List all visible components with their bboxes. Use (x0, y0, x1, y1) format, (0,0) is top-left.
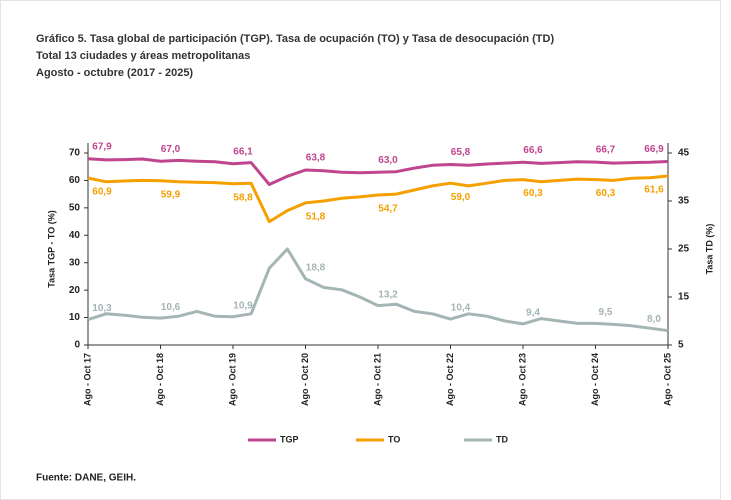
data-label: 60,3 (596, 188, 616, 199)
legend-label: TO (388, 434, 400, 444)
chart-subtitle: Agosto - octubre (2017 - 2025) (36, 67, 193, 79)
data-label: 60,9 (92, 187, 112, 198)
data-label: 54,7 (378, 204, 398, 215)
y2-axis-label: Tasa TD (%) (704, 224, 714, 275)
legend-label: TD (496, 434, 508, 444)
y2-tick-label: 35 (678, 196, 690, 207)
y2-tick-label: 15 (678, 292, 690, 303)
series-line (87, 174, 669, 224)
chart-subtitle: Total 13 ciudades y áreas metropolitanas (36, 50, 250, 62)
data-label: 66,7 (596, 145, 616, 156)
y-tick-label: 50 (69, 202, 81, 213)
y-tick-label: 20 (69, 285, 81, 296)
y-tick-label: 10 (69, 312, 81, 323)
y-tick-label: 60 (69, 175, 81, 186)
data-label: 58,8 (233, 192, 253, 203)
data-label: 59,0 (451, 192, 471, 203)
y-tick-label: 0 (74, 340, 80, 351)
x-tick-label: Ago - Oct 20 (300, 353, 310, 406)
x-tick-label: Ago - Oct 19 (227, 353, 237, 406)
data-label: 13,2 (378, 289, 398, 300)
data-label: 66,6 (523, 145, 543, 156)
data-label: 59,9 (161, 189, 181, 200)
y2-tick-label: 25 (678, 244, 690, 255)
x-tick-label: Ago - Oct 24 (590, 353, 600, 406)
x-tick-label: Ago - Oct 17 (82, 353, 92, 406)
data-label: 18,8 (306, 262, 326, 273)
data-label: 67,9 (92, 141, 112, 152)
data-label: 9,5 (599, 307, 613, 318)
data-label: 61,6 (644, 185, 664, 196)
data-label: 63,0 (378, 155, 398, 166)
data-label: 8,0 (647, 314, 661, 325)
y2-tick-label: 45 (678, 148, 690, 159)
y-tick-label: 30 (69, 257, 81, 268)
data-label: 63,8 (306, 153, 326, 164)
y-tick-label: 70 (69, 148, 81, 159)
legend-label: TGP (280, 434, 299, 444)
data-label: 51,8 (306, 212, 326, 223)
series-line (87, 157, 669, 186)
x-tick-label: Ago - Oct 21 (372, 353, 382, 406)
data-label: 66,9 (644, 144, 664, 155)
data-label: 67,0 (161, 144, 181, 155)
source: Fuente: DANE, GEIH. (36, 473, 136, 484)
y-tick-label: 40 (69, 230, 81, 241)
y2-tick-label: 5 (678, 340, 684, 351)
x-tick-label: Ago - Oct 23 (517, 353, 527, 406)
y-axis-label: Tasa TGP - TO (%) (46, 210, 56, 288)
data-label: 66,1 (233, 146, 253, 157)
data-label: 65,8 (451, 147, 471, 158)
x-tick-label: Ago - Oct 25 (662, 353, 672, 406)
data-label: 10,3 (92, 303, 112, 314)
series-line (87, 247, 669, 333)
x-tick-label: Ago - Oct 22 (445, 353, 455, 406)
data-label: 9,4 (526, 308, 540, 319)
x-tick-label: Ago - Oct 18 (155, 353, 165, 406)
data-label: 10,4 (451, 303, 471, 314)
data-label: 10,9 (233, 300, 253, 311)
chart-title: Gráfico 5. Tasa global de participación … (36, 33, 554, 45)
data-label: 10,6 (161, 302, 181, 313)
data-label: 60,3 (523, 188, 543, 199)
